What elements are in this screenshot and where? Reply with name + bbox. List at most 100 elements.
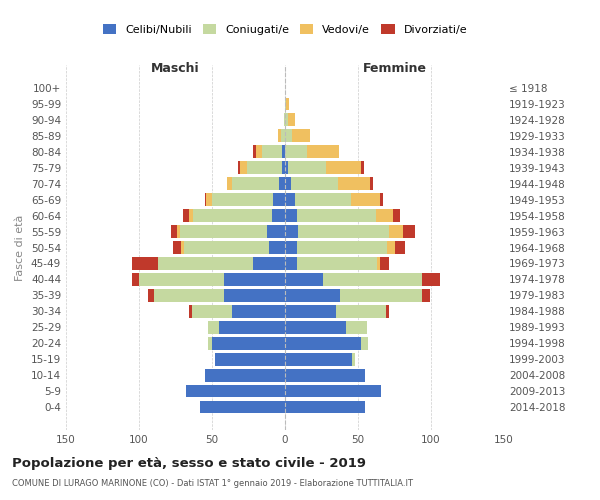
Bar: [285, 209, 296, 222]
Bar: [285, 178, 291, 190]
Bar: [307, 146, 339, 158]
Bar: [227, 178, 232, 190]
Bar: [208, 337, 212, 349]
Bar: [268, 225, 285, 238]
Bar: [361, 162, 364, 174]
Bar: [285, 194, 295, 206]
Bar: [238, 162, 240, 174]
Bar: [350, 194, 380, 206]
Bar: [285, 130, 292, 142]
Bar: [224, 273, 285, 286]
Bar: [212, 337, 285, 349]
Bar: [380, 194, 383, 206]
Bar: [389, 225, 403, 238]
Bar: [326, 162, 361, 174]
Bar: [285, 321, 346, 334]
Bar: [288, 114, 295, 126]
Bar: [272, 209, 285, 222]
Bar: [247, 162, 282, 174]
Bar: [208, 321, 220, 334]
Bar: [376, 209, 393, 222]
Bar: [377, 257, 380, 270]
Bar: [285, 146, 307, 158]
Bar: [296, 209, 376, 222]
Bar: [286, 98, 289, 110]
Bar: [370, 178, 373, 190]
Bar: [206, 194, 212, 206]
Bar: [395, 241, 405, 254]
Bar: [393, 209, 400, 222]
Bar: [291, 178, 338, 190]
Bar: [256, 146, 262, 158]
Bar: [361, 337, 368, 349]
Bar: [285, 257, 296, 270]
Bar: [180, 225, 268, 238]
Bar: [193, 209, 272, 222]
Bar: [188, 209, 193, 222]
Bar: [285, 400, 365, 413]
Text: Maschi: Maschi: [151, 62, 200, 75]
Bar: [132, 257, 158, 270]
Bar: [298, 225, 389, 238]
Bar: [387, 241, 395, 254]
Bar: [154, 289, 224, 302]
Bar: [285, 162, 288, 174]
Bar: [285, 353, 352, 366]
Bar: [181, 241, 184, 254]
Bar: [224, 289, 285, 302]
Bar: [285, 305, 336, 318]
Bar: [262, 146, 282, 158]
Bar: [282, 162, 285, 174]
Bar: [279, 178, 285, 190]
Bar: [212, 194, 274, 206]
Bar: [183, 209, 188, 222]
Bar: [285, 241, 296, 254]
Bar: [288, 162, 326, 174]
Bar: [285, 289, 340, 302]
Bar: [274, 194, 285, 206]
Bar: [346, 321, 367, 334]
Bar: [269, 241, 285, 254]
Bar: [281, 130, 285, 142]
Bar: [422, 289, 430, 302]
Bar: [295, 194, 351, 206]
Bar: [284, 114, 285, 126]
Bar: [338, 178, 370, 190]
Bar: [285, 337, 361, 349]
Text: Popolazione per età, sesso e stato civile - 2019: Popolazione per età, sesso e stato civil…: [12, 458, 366, 470]
Text: COMUNE DI LURAGO MARINONE (CO) - Dati ISTAT 1° gennaio 2019 - Elaborazione TUTTI: COMUNE DI LURAGO MARINONE (CO) - Dati IS…: [12, 479, 413, 488]
Bar: [380, 257, 389, 270]
Legend: Celibi/Nubili, Coniugati/e, Vedovi/e, Divorziati/e: Celibi/Nubili, Coniugati/e, Vedovi/e, Di…: [98, 20, 472, 39]
Bar: [323, 273, 422, 286]
Bar: [240, 162, 247, 174]
Bar: [285, 368, 365, 382]
Bar: [205, 368, 285, 382]
Bar: [173, 241, 181, 254]
Bar: [352, 353, 355, 366]
Bar: [184, 241, 269, 254]
Bar: [336, 305, 386, 318]
Bar: [285, 98, 286, 110]
Bar: [340, 289, 422, 302]
Bar: [285, 273, 323, 286]
Bar: [232, 178, 279, 190]
Bar: [232, 305, 285, 318]
Bar: [253, 146, 256, 158]
Bar: [278, 130, 281, 142]
Y-axis label: Fasce di età: Fasce di età: [16, 214, 25, 280]
Bar: [200, 400, 285, 413]
Bar: [188, 305, 191, 318]
Bar: [285, 384, 382, 398]
Bar: [148, 289, 154, 302]
Bar: [191, 305, 232, 318]
Bar: [177, 225, 180, 238]
Bar: [422, 273, 440, 286]
Bar: [292, 130, 310, 142]
Bar: [285, 114, 288, 126]
Bar: [220, 321, 285, 334]
Bar: [171, 225, 177, 238]
Text: Femmine: Femmine: [362, 62, 427, 75]
Bar: [139, 273, 224, 286]
Bar: [282, 146, 285, 158]
Bar: [403, 225, 415, 238]
